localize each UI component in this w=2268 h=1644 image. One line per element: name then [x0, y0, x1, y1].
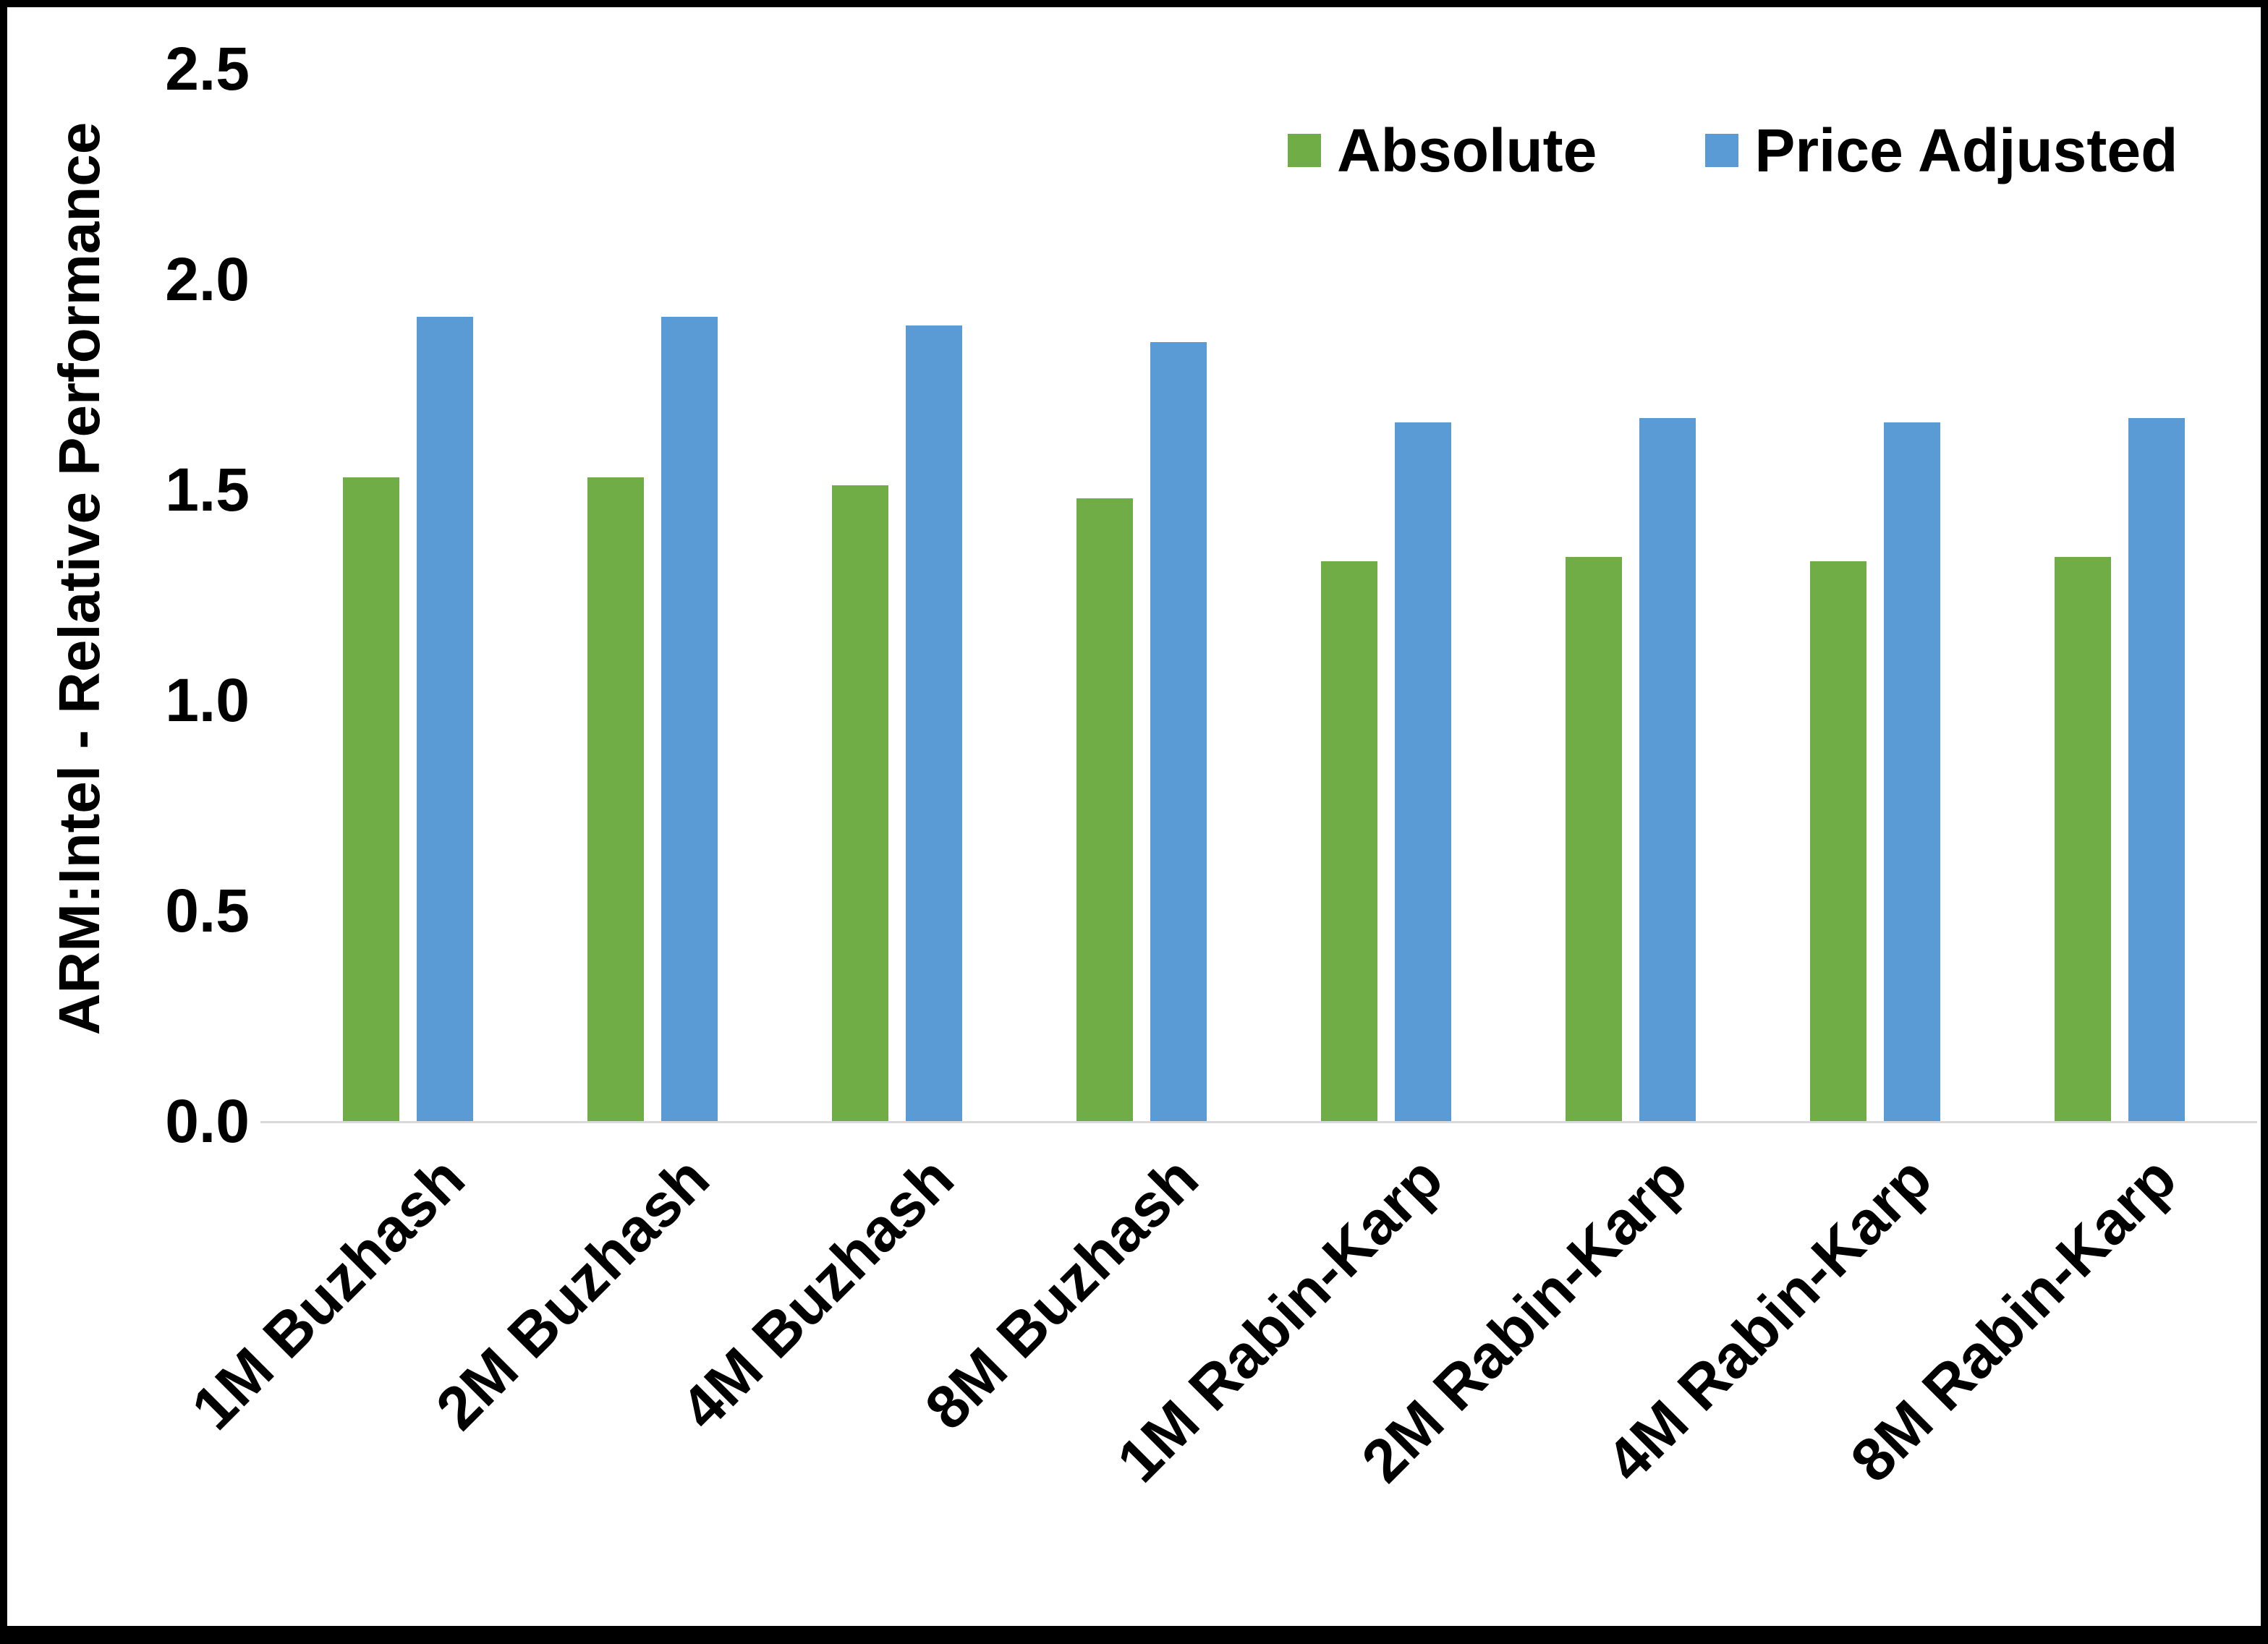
- plot-area: [286, 69, 2242, 1121]
- bar-price-adjusted-1m-buzhash: [417, 317, 473, 1121]
- bar-price-adjusted-2m-buzhash: [661, 317, 718, 1121]
- bar-absolute-1m-rabin-karp: [1321, 561, 1377, 1121]
- bar-price-adjusted-4m-rabin-karp: [1884, 422, 1940, 1121]
- x-axis-line: [260, 1121, 2257, 1123]
- bar-price-adjusted-8m-rabin-karp: [2128, 418, 2185, 1121]
- bar-absolute-8m-rabin-karp: [2055, 557, 2111, 1121]
- bar-chart: ARM:Intel - Relative Performance 0.0 0.5 1…: [7, 7, 2261, 1626]
- y-tick-label: 1.5: [165, 456, 250, 524]
- bar-absolute-4m-buzhash: [832, 485, 888, 1121]
- legend: Absolute Price Adjusted: [1288, 120, 2178, 181]
- y-tick-label: 0.0: [165, 1087, 250, 1155]
- bar-absolute-4m-rabin-karp: [1810, 561, 1866, 1121]
- bar-price-adjusted-8m-buzhash: [1150, 342, 1207, 1121]
- bar-absolute-2m-rabin-karp: [1566, 557, 1622, 1121]
- y-axis-ticks: 0.0 0.5 1.0 1.5 2.0 2.5: [7, 7, 2261, 1626]
- bar-price-adjusted-2m-rabin-karp: [1639, 418, 1696, 1121]
- bar-price-adjusted-1m-rabin-karp: [1395, 422, 1451, 1121]
- legend-item-absolute: Absolute: [1288, 120, 1597, 181]
- legend-label: Absolute: [1337, 116, 1597, 184]
- bar-absolute-8m-buzhash: [1076, 498, 1133, 1121]
- y-tick-label: 1.0: [165, 666, 250, 734]
- legend-item-price-adjusted: Price Adjusted: [1705, 120, 2178, 181]
- x-axis-labels: 1M Buzhash 2M Buzhash 4M Buzhash 8M Buzhash…: [7, 7, 2261, 1626]
- bar-price-adjusted-4m-buzhash: [906, 325, 962, 1121]
- bar-absolute-2m-buzhash: [587, 477, 644, 1121]
- y-tick-label: 2.5: [165, 35, 250, 103]
- y-tick-label: 2.0: [165, 245, 250, 313]
- y-tick-label: 0.5: [165, 877, 250, 945]
- legend-swatch-icon: [1288, 134, 1321, 167]
- legend-label: Price Adjusted: [1754, 116, 2178, 184]
- legend-swatch-icon: [1705, 134, 1739, 167]
- bar-absolute-1m-buzhash: [343, 477, 399, 1121]
